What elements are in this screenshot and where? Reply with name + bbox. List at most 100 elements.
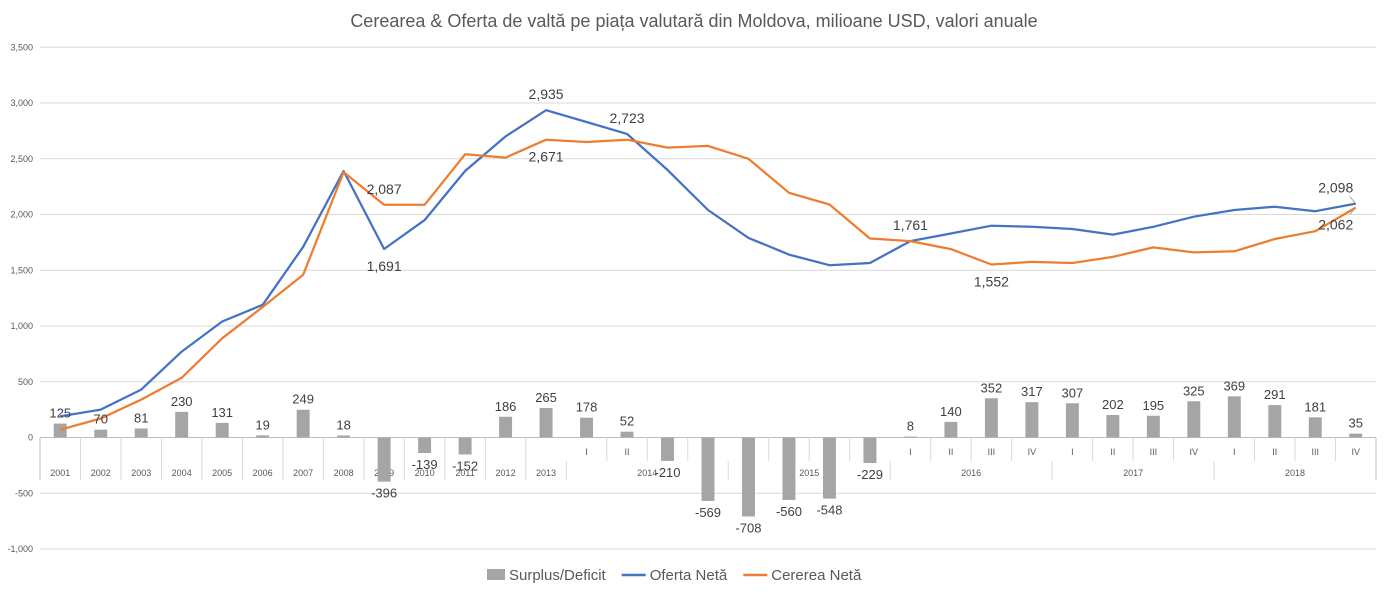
bar [296,409,310,438]
bar [256,435,270,438]
bar-data-labels: 125 70 81 230 131 19 249 18 -396 -139 -152 186 265 17… [49,378,1363,535]
bar [1308,417,1322,438]
bar-data-label: 181 [1304,399,1326,414]
line-series-path [60,109,1357,418]
point-data-labels: 1,691 2,935 2,723 1,761 2,098 2,087 2,671 1,552… [367,86,1357,289]
y-tick-label: 2,000 [10,210,33,220]
bar [1268,405,1282,438]
y-tick-label: 3,500 [10,42,33,52]
bar-data-label: 249 [292,392,314,407]
y-tick-label: -1,000 [7,544,33,554]
label-leader-line [1349,207,1357,215]
bar [1227,396,1241,438]
category-tick-label: I [1071,447,1074,457]
bar [701,437,715,501]
category-tick-label: 2001 [50,468,70,478]
category-tick-label: 2004 [172,468,192,478]
bar-data-label: -569 [695,505,721,520]
bar-data-label: 81 [134,410,148,425]
bar-data-label: 369 [1223,378,1245,393]
category-tick-label: II [625,447,630,457]
y-tick-label: 1,000 [10,321,33,331]
bar-data-label: 195 [1142,398,1164,413]
line-series-path [59,138,1357,431]
category-tick-label: I [1233,447,1236,457]
bar [499,416,513,438]
category-group-label: 2014 [637,468,657,478]
bar [742,437,755,517]
label-leader-line [1349,196,1357,204]
bar-data-label: 186 [495,399,517,414]
point-data-label: 2,723 [610,110,645,126]
category-group-label: 2016 [961,468,981,478]
bar-data-label: 35 [1349,416,1363,431]
bar-data-label: -560 [776,504,802,519]
bar-data-label: 325 [1183,383,1205,398]
category-tick-label: I [909,447,912,457]
bar-data-label: -139 [412,457,438,472]
point-data-label: 1,552 [974,273,1009,289]
legend-swatch [487,569,505,580]
bar-data-label: -396 [371,486,397,501]
bar [418,437,432,453]
point-data-label: 2,062 [1318,217,1353,233]
bar-data-label: 131 [211,405,233,420]
category-tick-label: IV [1190,447,1199,457]
bar-data-label: 70 [93,412,107,427]
category-tick-label: II [948,447,953,457]
bar [580,417,594,438]
bar [215,422,229,438]
bar-data-label: 178 [576,400,598,415]
bar-data-label: 317 [1021,384,1043,399]
bar-data-label: -708 [735,520,761,535]
y-axis-ticks: 3,500 3,000 2,500 2,000 1,500 1,000 500 0 -500 -1… [7,42,33,554]
category-tick-label: I [585,447,588,457]
bar-data-label: -210 [654,465,680,480]
line-series [59,109,1357,431]
bar-data-label: -548 [816,503,842,518]
gridlines [40,46,1376,550]
bar [1349,433,1363,438]
category-tick-label: 2005 [212,468,232,478]
point-data-label: 1,761 [893,217,928,233]
bar [863,437,877,464]
bar-series [53,396,1363,517]
y-tick-label: 500 [18,377,33,387]
y-tick-label: 1,500 [10,265,33,275]
category-tick-label: II [1272,447,1277,457]
category-tick-label: 2011 [455,468,474,478]
bar [458,437,472,455]
point-data-label: 2,935 [529,86,564,102]
y-tick-label: -500 [15,488,33,498]
category-tick-label: IV [1351,447,1360,457]
category-tick-label: II [1110,447,1115,457]
point-data-label: 2,087 [367,181,402,197]
bar [661,437,674,461]
bar-data-label: 19 [255,417,269,432]
bar-data-label: 18 [336,417,350,432]
category-tick-label: 2010 [415,468,435,478]
legend: Surplus/Deficit Oferta Netă Cererea Netă [487,567,862,584]
legend-entry-label: Surplus/Deficit [509,567,607,584]
legend-entry-label: Cererea Netă [771,567,862,584]
bar [1187,401,1201,438]
bar [1025,402,1039,438]
bar [134,428,148,438]
category-tick-label: III [988,447,996,457]
category-tick-label: IV [1028,447,1037,457]
bar [539,407,553,438]
bar [620,431,634,438]
category-tick-label: 2007 [293,468,313,478]
category-tick-label: III [1150,447,1158,457]
bar [822,437,836,499]
bar-data-label: 230 [171,394,193,409]
category-group-label: 2017 [1123,468,1143,478]
bar [94,429,108,438]
bar-data-label: -229 [857,467,883,482]
bar-data-label: 140 [940,404,962,419]
bar-data-label: 8 [907,419,914,434]
bar [1106,414,1120,438]
point-data-label: 2,098 [1318,180,1353,196]
